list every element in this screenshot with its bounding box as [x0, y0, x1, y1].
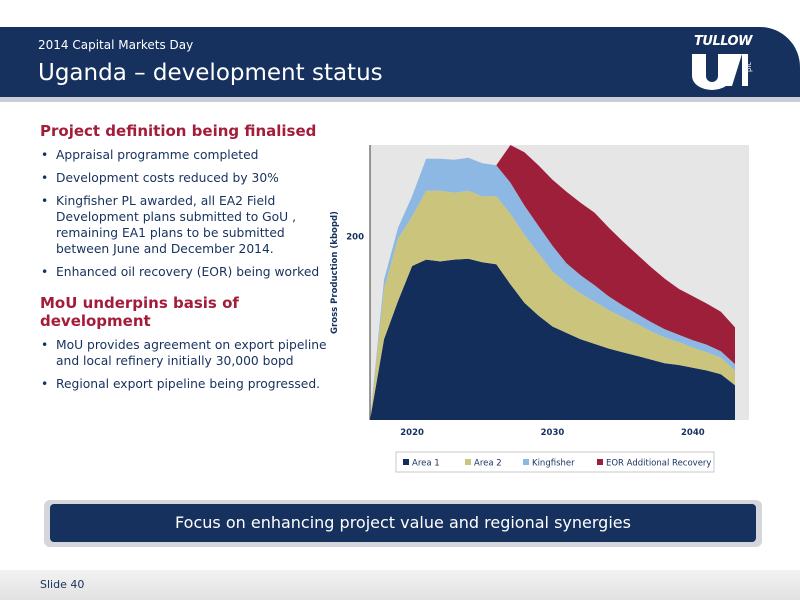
bullet-item: MoU provides agreement on export pipelin… — [40, 337, 340, 369]
section-heading-mou: MoU underpins basis of development — [40, 294, 239, 330]
legend-swatch — [403, 459, 409, 465]
x-tick-label: 2040 — [681, 428, 705, 438]
bullet-list-project: Appraisal programme completed Developmen… — [40, 147, 340, 280]
x-tick-label: 2020 — [400, 428, 424, 438]
bullet-item: Enhanced oil recovery (EOR) being worked — [40, 264, 340, 280]
top-strip — [0, 0, 800, 27]
footer-bar — [0, 570, 800, 600]
bullet-item: Regional export pipeline being progresse… — [40, 376, 340, 392]
bullet-list-mou: MoU provides agreement on export pipelin… — [40, 337, 340, 392]
legend-swatch — [523, 459, 529, 465]
bullet-item: Development costs reduced by 30% — [40, 170, 340, 186]
legend-swatch — [465, 459, 471, 465]
legend-label: Kingfisher — [532, 459, 575, 469]
legend-label: Area 1 — [412, 459, 440, 469]
legend-label: Area 2 — [474, 459, 502, 469]
logo-wordmark: TULLOW — [694, 34, 752, 49]
slide-header — [0, 27, 800, 99]
bullet-item: Appraisal programme completed — [40, 147, 340, 163]
x-tick-label: 2030 — [541, 428, 565, 438]
series-area-eor-additional-recovery — [370, 145, 735, 420]
legend-box — [395, 451, 715, 473]
legend-label: EOR Additional Recovery — [606, 459, 711, 469]
chart-legend: Area 1 Area 2 Kingfisher EOR Additional Rec… — [395, 451, 715, 473]
production-chart: 2020 2030 2040 200 Gross Production (kbopd) A… — [330, 145, 749, 473]
content-text-column: Project definition being finalised Appra… — [40, 122, 340, 399]
section-heading-project-definition: Project definition being finalised — [40, 122, 317, 140]
event-label: 2014 Capital Markets Day — [38, 38, 194, 52]
summary-banner: Focus on enhancing project value and reg… — [50, 504, 756, 542]
tullow-logo: TULLOW plc — [688, 34, 758, 92]
page-title: Uganda – development status — [38, 60, 383, 86]
logo-plc: plc — [745, 62, 753, 72]
logo-mark-icon: plc — [692, 54, 753, 90]
header-strip — [0, 97, 800, 102]
y-axis-label: Gross Production (kbopd) — [330, 211, 340, 334]
series-area-area-1 — [370, 258, 735, 420]
y-tick-label: 200 — [346, 233, 364, 243]
legend-swatch — [597, 459, 603, 465]
series-area-area-2 — [370, 190, 735, 420]
slide-number: Slide 40 — [40, 578, 85, 591]
bullet-item: Kingfisher PL awarded, all EA2 Field Dev… — [40, 193, 340, 257]
